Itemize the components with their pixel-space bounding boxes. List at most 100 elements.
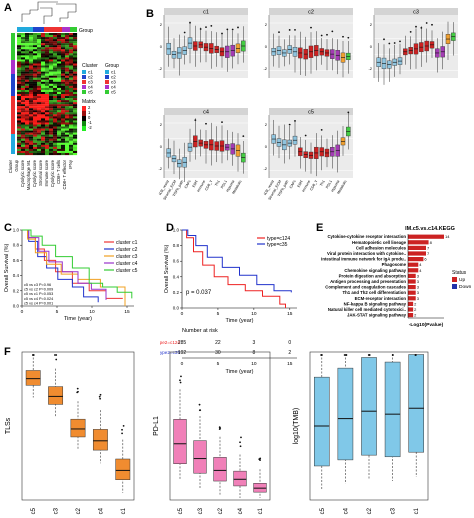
heatmap-cell <box>73 55 78 58</box>
heatmap-cell <box>17 120 22 123</box>
facet-x-label: CAFs <box>184 179 192 189</box>
pathway-label: Viral protein interaction with cytokine.… <box>327 251 406 256</box>
heatmap-cell <box>53 114 58 117</box>
heatmap-cell <box>49 124 54 127</box>
heatmap-cell <box>57 35 62 38</box>
heatmap-cell <box>49 136 54 139</box>
heatmap-cell <box>17 132 22 135</box>
heatmap-cell <box>69 53 74 56</box>
legend-label: cluster c1 <box>116 240 138 246</box>
heatmap-cell <box>29 94 34 97</box>
box-body <box>233 470 247 487</box>
heatmap-cell <box>65 124 70 127</box>
heatmap-cell <box>45 63 50 66</box>
heatmap-cell <box>69 59 74 62</box>
heatmap-cell <box>41 136 46 139</box>
heatmap-cell <box>41 83 46 86</box>
heatmap-cell <box>41 45 46 48</box>
heatmap-cell <box>69 96 74 99</box>
heatmap-cell <box>17 116 22 119</box>
heatmap-cell <box>37 128 42 131</box>
x-tick-label: c1 <box>121 507 127 514</box>
x-tick-label: 5 <box>56 309 59 315</box>
heatmap-cell <box>45 112 50 115</box>
pathway-bar <box>408 262 419 267</box>
heatmap-cell <box>25 83 30 86</box>
heatmap-cell <box>53 55 58 58</box>
legend-label: cluster c3 <box>116 254 138 260</box>
heatmap-cell <box>53 47 58 50</box>
legend-cluster-label: c5 <box>88 90 93 95</box>
heatmap-cell <box>29 116 34 119</box>
cluster-bar-cell <box>11 96 15 134</box>
heatmap-cell <box>65 122 70 125</box>
heatmap-cell <box>25 112 30 115</box>
heatmap-cell <box>25 130 30 133</box>
heatmap-cell <box>33 124 38 127</box>
heatmap-cell <box>17 73 22 76</box>
heatmap-cell <box>73 57 78 60</box>
heatmap-cell <box>69 106 74 109</box>
heatmap-cell <box>53 104 58 107</box>
legend-group-label: c3 <box>111 80 116 85</box>
heatmap-cell <box>49 81 54 84</box>
heatmap-cell <box>37 79 42 82</box>
heatmap-cell <box>69 77 74 80</box>
x-tick-label: c3 <box>198 507 204 514</box>
heatmap-cell <box>61 89 66 93</box>
heatmap-cell <box>53 61 58 64</box>
heatmap-cell <box>49 77 54 80</box>
heatmap-cell <box>45 128 50 131</box>
pathway-value: 2 <box>414 301 417 306</box>
heatmap-cell <box>33 73 38 76</box>
heatmap-cell <box>73 71 78 74</box>
pathway-value: 4 <box>419 268 422 273</box>
heatmap-cell <box>53 118 58 121</box>
dendrogram-branch <box>56 3 77 12</box>
facet-strip <box>374 8 458 15</box>
heatmap-cell <box>17 136 22 139</box>
heatmap-cell <box>41 100 46 103</box>
heatmap-cell <box>17 98 22 101</box>
heatmap-cell <box>33 140 38 143</box>
risk-count: 22 <box>215 340 221 346</box>
heatmap-cell <box>29 89 34 93</box>
heatmap-cell <box>73 73 78 76</box>
pathway-bar <box>408 279 416 284</box>
heatmap-cell <box>29 108 34 111</box>
heatmap-cell <box>17 83 22 86</box>
legend-label: cluster c5 <box>116 268 138 274</box>
heatmap-cell <box>49 110 54 113</box>
heatmap-cell <box>61 136 66 139</box>
heatmap-cell <box>69 130 74 133</box>
heatmap-cell <box>41 33 46 36</box>
heatmap-cell <box>29 98 34 101</box>
heatmap-cell <box>33 87 38 91</box>
heatmap-cell <box>37 43 42 46</box>
heatmap-cell <box>53 77 58 80</box>
heatmap-cell <box>37 85 42 88</box>
box-outlier <box>179 381 182 384</box>
heatmap-cell <box>45 57 50 60</box>
heatmap-cell <box>45 37 50 40</box>
heatmap-cell <box>37 33 42 36</box>
box-outlier <box>304 134 307 137</box>
facet-y-tick: -2 <box>368 66 372 71</box>
heatmap-cell <box>53 67 58 70</box>
heatmap-cell <box>29 53 34 56</box>
heatmap-cell <box>29 41 34 44</box>
risk-x-tick: 0 <box>181 361 184 367</box>
heatmap-cell <box>33 33 38 36</box>
box-body <box>173 419 187 464</box>
dendrogram-branch <box>21 13 30 22</box>
facet-x-label: Th1 <box>214 180 221 187</box>
heatmap-cell <box>17 71 22 74</box>
heatmap-cell <box>45 126 50 129</box>
heatmap-cell <box>41 73 46 76</box>
dendrogram-branch <box>37 1 58 10</box>
heatmap-cell <box>33 81 38 84</box>
box-outlier <box>189 21 191 24</box>
box-outlier <box>221 32 223 35</box>
heatmap-cell <box>73 102 78 105</box>
facet-y-tick: 0 <box>265 44 268 49</box>
